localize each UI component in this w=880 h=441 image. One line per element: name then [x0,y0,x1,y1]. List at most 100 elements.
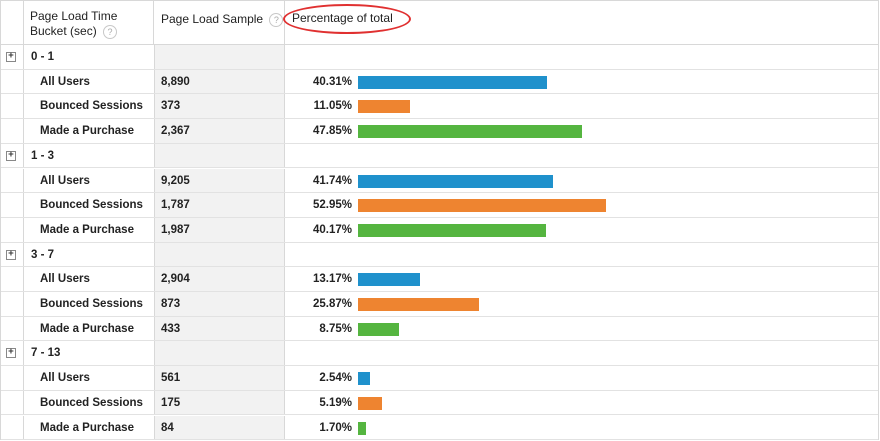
table-row: All Users 9,205 41.74% [1,168,878,194]
percentage-value: 52.95% [312,199,352,212]
expand-cell: + [1,341,24,366]
expand-icon[interactable]: + [6,249,16,260]
sample-value: 1,987 [161,223,190,236]
segment-label: All Users [40,273,90,286]
sample-cell [154,168,285,193]
percentage-value: 25.87% [312,298,352,310]
expand-cell [1,168,24,193]
table-row: Made a Purchase 84 1.70% [1,415,878,441]
sample-cell [154,292,285,316]
sample-cell [154,94,285,119]
sample-cell [154,242,285,267]
bucket-label[interactable]: 3 - 7 [31,248,55,261]
table-header: Page Load Time Bucket (sec) ? Page Load … [1,1,878,45]
sample-cell [154,267,285,291]
percentage-value: 47.85% [312,125,352,138]
segment-label: Made a Purchase [40,223,134,236]
segment-label: All Users [40,75,90,88]
sample-value: 9,205 [161,174,190,187]
sample-value: 8,890 [161,75,190,88]
expand-cell [1,366,24,390]
sample-value: 175 [161,396,181,409]
percentage-value: 2.54% [319,372,352,385]
percentage-bar [358,75,547,89]
expand-icon[interactable]: + [6,348,16,359]
sample-value: 373 [161,100,181,113]
segment-label: All Users [40,372,90,385]
table-row: Bounced Sessions 373 11.05% [1,94,878,120]
segment-label: Bounced Sessions [40,199,143,212]
help-icon[interactable]: ? [103,24,118,39]
sample-cell [154,366,285,390]
sample-cell [154,316,285,341]
table-row: Made a Purchase 433 8.75% [1,316,878,342]
percentage-bar [358,322,399,336]
sample-cell [154,193,285,217]
percentage-bar [358,273,420,287]
table-row: All Users 8,890 40.31% [1,69,878,95]
expand-cell: + [1,45,24,69]
percentage-value: 40.17% [312,223,352,236]
segment-label: All Users [40,174,90,187]
table-row: Bounced Sessions 1,787 52.95% [1,193,878,218]
header-bucket[interactable]: Page Load Time Bucket (sec) ? [24,1,154,44]
header-bucket-line2: Bucket (sec) [30,24,97,38]
percentage-value: 11.05% [313,100,352,113]
bucket-label[interactable]: 1 - 3 [31,149,55,162]
expand-cell [1,94,24,119]
header-percentage-label: Percentage of total [292,11,393,25]
expand-icon[interactable]: + [6,52,16,62]
expand-cell: + [1,242,24,267]
table-row: Made a Purchase 1,987 40.17% [1,217,878,243]
sample-cell [154,217,285,242]
header-bucket-line1: Page Load Time [30,9,118,23]
sample-cell [154,69,285,94]
sample-value: 1,787 [161,199,190,212]
header-sample-label: Page Load Sample [161,12,264,26]
percentage-bar [358,298,480,311]
percentage-value: 5.19% [319,396,352,409]
expand-cell [1,193,24,217]
sample-value: 2,904 [161,273,190,286]
percentage-bar [358,199,606,213]
segment-label: Made a Purchase [40,125,134,138]
sample-cell [154,415,285,440]
table-row: Made a Purchase 2,367 47.85% [1,119,878,144]
percentage-value: 8.75% [319,322,352,335]
expand-cell [1,292,24,316]
bucket-row[interactable]: +7 - 13 [1,341,878,367]
expand-cell [1,390,24,415]
bucket-label[interactable]: 7 - 13 [31,347,61,360]
bucket-row[interactable]: +0 - 1 [1,45,878,70]
header-sample[interactable]: Page Load Sample ? [154,1,285,44]
expand-cell [1,119,24,143]
segment-label: Bounced Sessions [40,298,143,310]
expand-cell [1,217,24,242]
header-percentage[interactable]: Percentage of total [285,1,879,44]
bucket-row[interactable]: +1 - 3 [1,143,878,169]
table-row: Bounced Sessions 873 25.87% [1,292,878,317]
percentage-value: 40.31% [312,75,352,88]
percentage-bar [358,421,366,435]
percentage-bar [358,396,383,410]
expand-icon[interactable]: + [6,150,16,161]
sample-value: 873 [161,298,181,310]
expand-cell: + [1,143,24,168]
percentage-bar [358,100,410,114]
percentage-value: 1.70% [319,421,352,434]
sample-value: 84 [161,421,174,434]
header-expand-column [1,1,24,44]
help-icon[interactable]: ? [269,12,284,27]
table-row: Bounced Sessions 175 5.19% [1,390,878,416]
expand-cell [1,415,24,440]
sample-cell [154,143,285,168]
expand-cell [1,316,24,341]
percentage-value: 13.17% [312,273,352,286]
table-row: All Users 2,904 13.17% [1,267,878,292]
sample-value: 433 [161,322,181,335]
table-row: All Users 561 2.54% [1,366,878,391]
segment-label: Made a Purchase [40,322,134,335]
bucket-row[interactable]: +3 - 7 [1,242,878,268]
segment-label: Bounced Sessions [40,396,143,409]
bucket-label[interactable]: 0 - 1 [31,51,55,63]
